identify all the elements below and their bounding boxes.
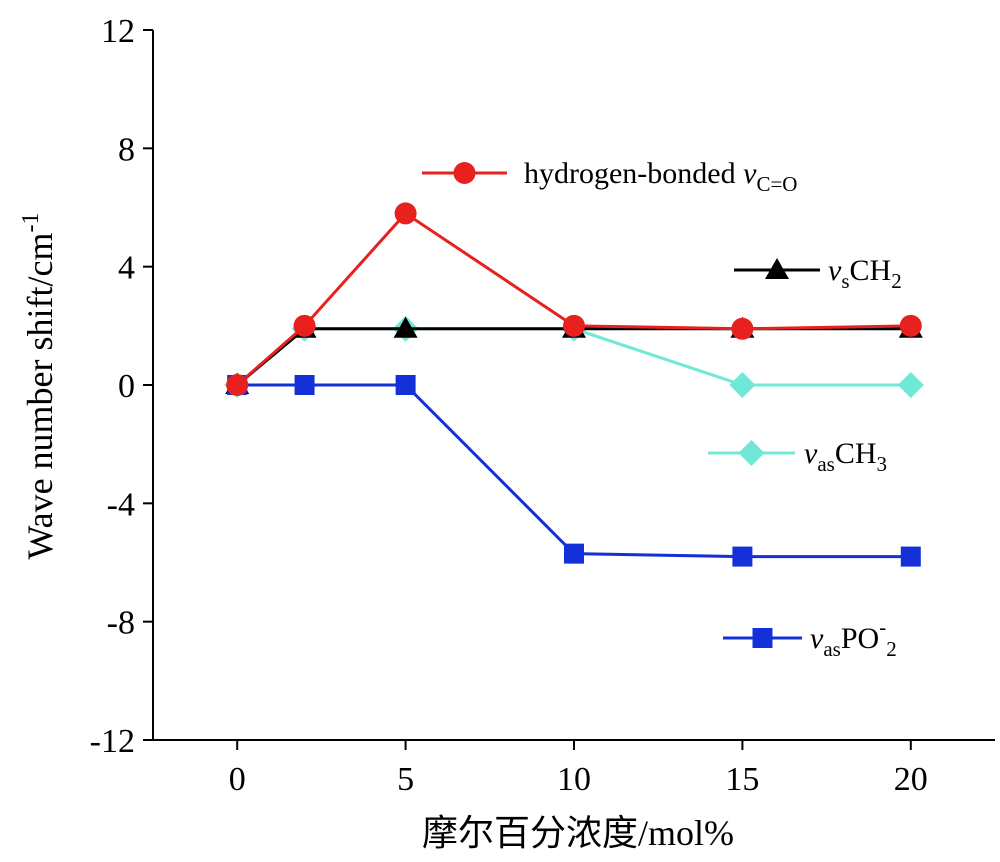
series-line <box>236 211 911 387</box>
legend-superscript: - <box>879 615 886 639</box>
legend-item: vasCH3 <box>708 437 887 476</box>
data-point <box>393 316 418 338</box>
legend-marker <box>453 162 476 184</box>
x-axis-title: 摩尔百分浓度/mol% <box>422 813 734 853</box>
x-tick-label: 20 <box>894 761 928 798</box>
y-tick-label: -8 <box>107 605 135 642</box>
data-point <box>729 372 756 398</box>
y-tick-label: -12 <box>90 723 135 760</box>
legend-marker <box>752 628 773 648</box>
y-axis-title: Wave number shift/cm-1 <box>18 212 60 559</box>
legend-subscript: 3 <box>877 452 888 476</box>
legend-label: hydrogen-bonded vC=O <box>524 157 797 196</box>
y-tick-label: 0 <box>118 368 135 405</box>
legend-item: hydrogen-bonded vC=O <box>422 157 797 196</box>
x-tick-label: 0 <box>229 761 246 798</box>
data-point <box>899 314 922 337</box>
data-point <box>563 314 585 337</box>
legend-item: vsCH2 <box>734 254 902 293</box>
x-tick-label: 15 <box>725 761 759 798</box>
x-tick-label: 5 <box>397 761 414 798</box>
legend-subscript: C=O <box>756 172 797 196</box>
legend-subscript: as <box>823 637 841 661</box>
y-tick-label: -4 <box>107 486 135 523</box>
legend-label: vasPO-2 <box>810 615 897 661</box>
series-line <box>237 383 911 559</box>
legend-marker <box>738 440 765 466</box>
y-tick-label: 8 <box>118 131 135 168</box>
data-point <box>394 202 417 225</box>
legend-italic: v <box>804 437 818 470</box>
legend-label: vsCH2 <box>828 254 902 293</box>
legend-text: CH <box>850 254 892 287</box>
legend-subscript: 2 <box>891 269 902 293</box>
legend-italic: v <box>828 254 842 287</box>
data-point <box>395 375 416 395</box>
data-point <box>226 374 249 396</box>
legend-subscript: s <box>841 269 849 293</box>
y-axis-title-main: Wave number shift/cm <box>20 232 60 559</box>
y-tick-label: 12 <box>101 13 135 50</box>
data-point <box>731 317 754 340</box>
axes: 12 8 4 0 -4 -8 -12 0 5 10 15 20 <box>90 13 995 798</box>
legend-label: vasCH3 <box>804 437 887 476</box>
legend-text: CH <box>835 437 877 470</box>
series-layer <box>224 202 924 567</box>
legend-text: hydrogen-bonded <box>524 157 743 190</box>
y-axis-title-sup: -1 <box>18 212 44 232</box>
legend-text: PO <box>841 622 879 655</box>
y-tick-label: 4 <box>118 250 135 287</box>
legend-italic: v <box>810 622 824 655</box>
legend-subscript: as <box>817 452 835 476</box>
legend-marker <box>765 258 789 279</box>
data-point <box>564 543 584 564</box>
data-point <box>732 546 753 567</box>
data-point <box>293 314 316 337</box>
x-tick-label: 10 <box>557 761 591 798</box>
data-point <box>897 372 924 398</box>
legend-italic: v <box>743 157 757 190</box>
legend-subscript: 2 <box>886 637 897 661</box>
data-point <box>294 375 315 395</box>
series-circle <box>226 202 922 396</box>
legend-item: vasPO-2 <box>723 615 897 661</box>
data-point <box>900 546 921 567</box>
